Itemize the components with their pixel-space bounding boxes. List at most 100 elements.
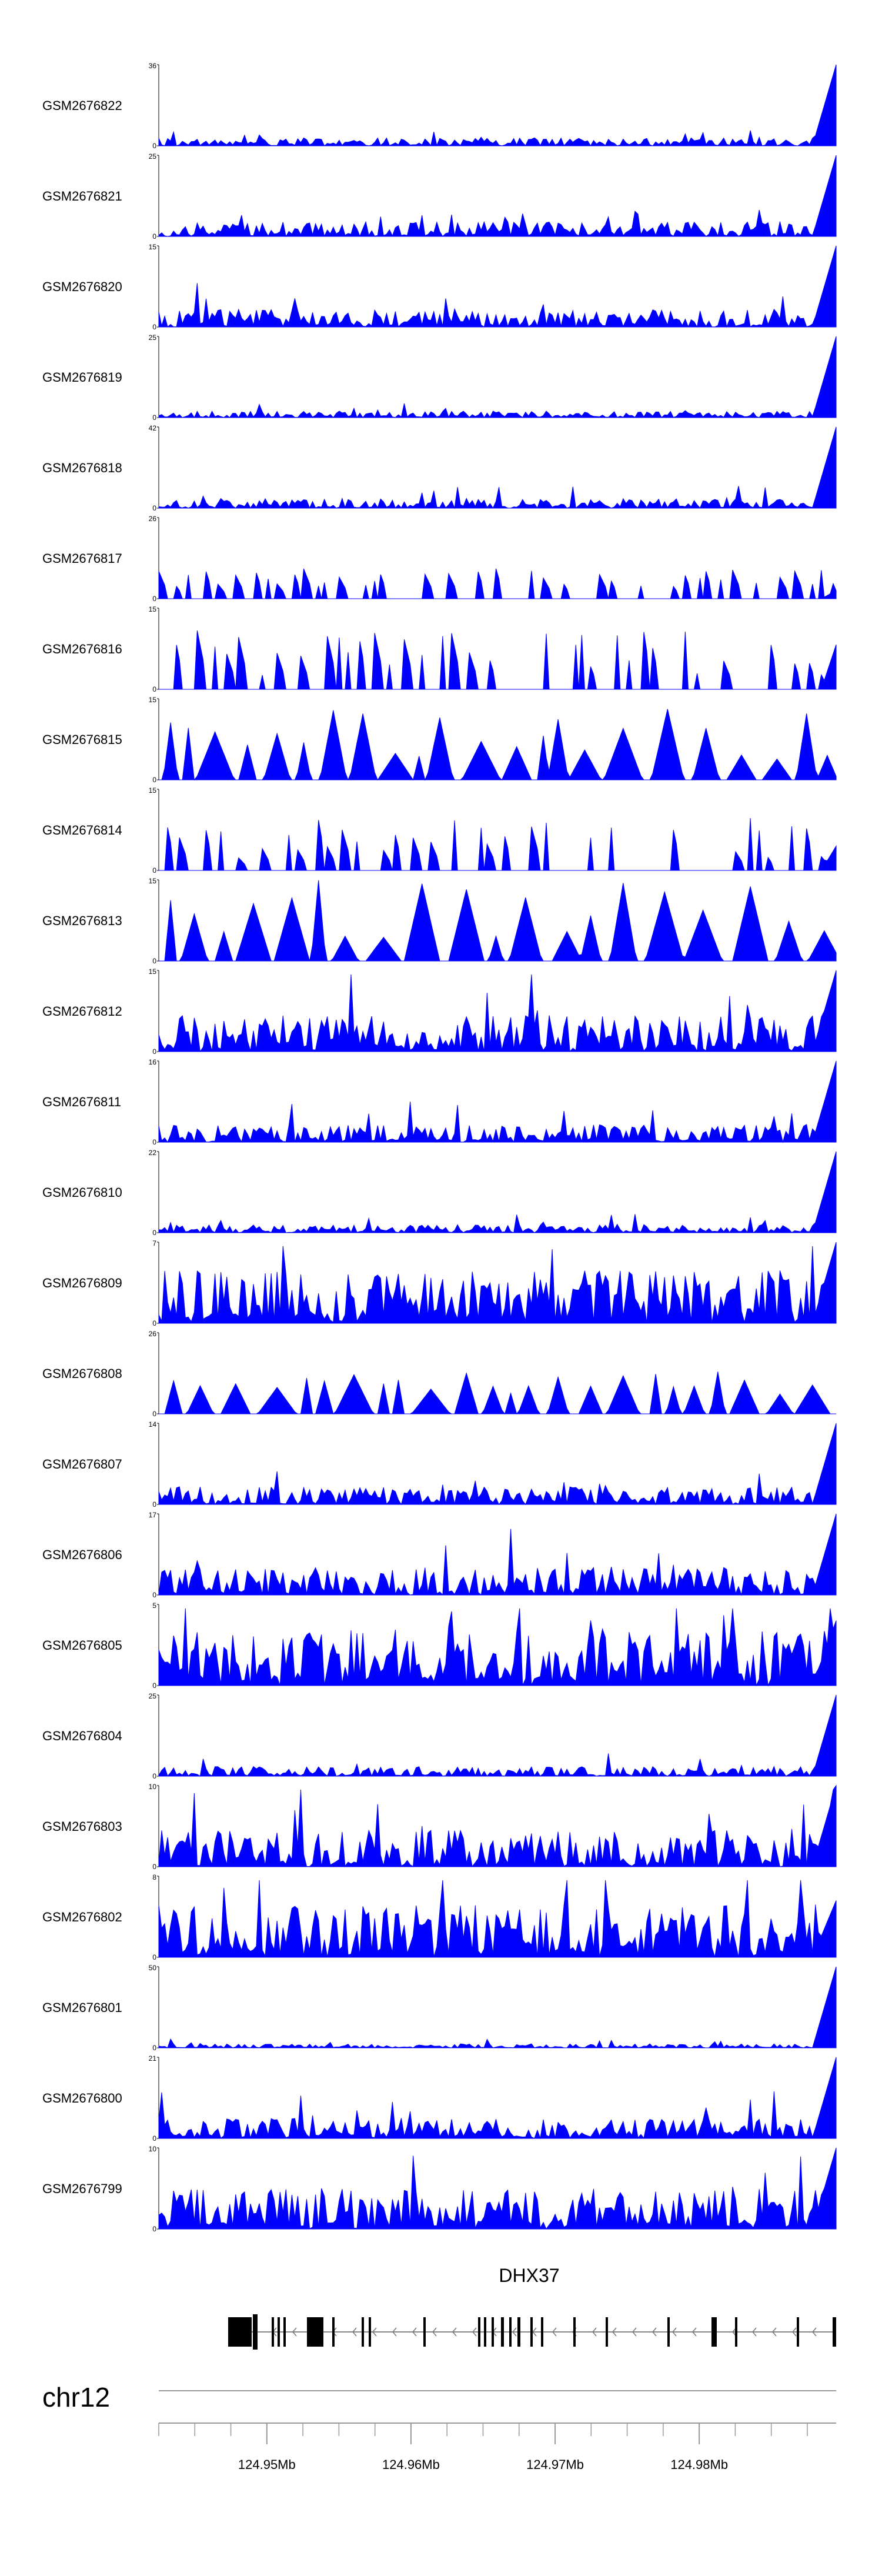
gene-exon <box>478 2317 480 2347</box>
y-axis-min-label: 0 <box>152 2134 156 2143</box>
strand-arrow <box>472 2327 477 2337</box>
scale-tick-label: 124.98Mb <box>670 2457 728 2472</box>
gene-exon <box>362 2317 364 2347</box>
y-axis-min-label: 0 <box>152 2225 156 2233</box>
gene-exon <box>484 2317 486 2347</box>
strand-arrow <box>412 2327 417 2337</box>
strand-arrow <box>652 2327 657 2337</box>
coverage-area <box>158 1060 837 1143</box>
coverage-track: GSM2676803 10 0 <box>42 1783 837 1871</box>
coverage-area <box>159 1372 836 1415</box>
track-sample-label: GSM2676809 <box>42 1276 122 1290</box>
y-axis-max-label: 15 <box>149 877 157 885</box>
coverage-track: GSM2676812 15 0 <box>42 967 837 1056</box>
strand-arrow <box>632 2327 637 2337</box>
coverage-area <box>159 630 837 690</box>
scale-tick-label: 124.95Mb <box>238 2457 296 2472</box>
coverage-area <box>158 336 837 419</box>
gene-exon <box>573 2317 576 2347</box>
track-sample-label: GSM2676802 <box>42 1910 122 1924</box>
coverage-track: GSM2676809 7 0 <box>42 1239 837 1327</box>
y-axis-min-label: 0 <box>152 504 156 512</box>
coverage-area <box>158 1151 837 1233</box>
coverage-area <box>158 64 837 146</box>
gene-exon <box>606 2317 608 2347</box>
strand-arrow <box>392 2327 397 2337</box>
coverage-track: GSM2676799 10 0 <box>42 2145 837 2233</box>
y-axis-min-label: 0 <box>152 1138 156 1146</box>
y-axis-max-label: 22 <box>149 1149 157 1157</box>
coverage-area <box>158 426 837 509</box>
y-axis-max-label: 15 <box>149 786 157 795</box>
coverage-area <box>159 818 837 871</box>
y-axis-max-label: 16 <box>149 1058 157 1066</box>
y-axis-max-label: 15 <box>149 696 157 704</box>
track-sample-label: GSM2676815 <box>42 732 122 747</box>
coverage-track: GSM2676821 25 0 <box>42 152 837 241</box>
gene-exon <box>492 2317 494 2347</box>
y-axis-min-label: 0 <box>152 957 156 965</box>
gene-exon <box>501 2317 504 2347</box>
coverage-area <box>158 1513 837 1596</box>
track-sample-label: GSM2676819 <box>42 370 122 385</box>
strand-arrow <box>552 2327 557 2337</box>
coverage-area <box>158 1608 837 1687</box>
coverage-area <box>158 1242 837 1324</box>
coverage-track: GSM2676805 5 0 <box>42 1601 837 1690</box>
gene-exon <box>530 2317 533 2347</box>
gene-exon <box>228 2317 252 2347</box>
gene-exon <box>307 2317 323 2347</box>
track-sample-label: GSM2676808 <box>42 1366 122 1381</box>
y-axis-max-label: 10 <box>149 1783 157 1791</box>
coverage-track: GSM2676817 26 0 <box>42 515 837 603</box>
y-axis-min-label: 0 <box>152 1047 156 1056</box>
track-sample-label: GSM2676800 <box>42 2091 122 2105</box>
y-axis-min-label: 0 <box>152 142 156 150</box>
strand-arrow <box>792 2327 797 2337</box>
strand-arrow <box>372 2327 377 2337</box>
genome-axis-track: chr12 124.95Mb 124.96Mb 124.97Mb 124.98Mb <box>42 2382 836 2472</box>
y-axis-max-label: 7 <box>152 1239 156 1247</box>
track-sample-label: GSM2676799 <box>42 2181 122 2196</box>
gene-exon <box>278 2317 280 2347</box>
track-sample-label: GSM2676804 <box>42 1729 122 1743</box>
gene-exon <box>272 2317 274 2347</box>
y-axis-max-label: 17 <box>149 1511 157 1519</box>
strand-arrow <box>812 2327 817 2337</box>
track-sample-label: GSM2676822 <box>42 98 122 113</box>
chromosome-label: chr12 <box>42 2382 110 2413</box>
coverage-area <box>158 1966 837 2048</box>
y-axis-min-label: 0 <box>152 413 156 422</box>
coverage-track: GSM2676806 17 0 <box>42 1511 837 1599</box>
strand-arrow <box>612 2327 617 2337</box>
strand-arrow <box>692 2327 697 2337</box>
y-axis-min-label: 0 <box>152 685 156 693</box>
y-axis-max-label: 5 <box>152 1601 156 1610</box>
y-axis-min-label: 0 <box>152 2044 156 2052</box>
y-axis-min-label: 0 <box>152 776 156 784</box>
track-sample-label: GSM2676817 <box>42 551 122 566</box>
gene-exon <box>423 2317 426 2347</box>
gene-name-label: DHX37 <box>499 2265 559 2286</box>
track-sample-label: GSM2676810 <box>42 1185 122 1200</box>
y-axis-min-label: 0 <box>152 323 156 331</box>
y-axis-max-label: 25 <box>149 333 157 342</box>
gene-exon <box>541 2317 543 2347</box>
scale-tick-label: 124.97Mb <box>526 2457 584 2472</box>
y-axis-max-label: 21 <box>149 2054 157 2063</box>
coverage-track: GSM2676804 25 0 <box>42 1692 837 1780</box>
gene-exon <box>253 2314 258 2350</box>
y-axis-min-label: 0 <box>152 1953 156 1961</box>
coverage-track: GSM2676800 21 0 <box>42 2054 837 2143</box>
coverage-area <box>158 568 837 599</box>
strand-arrow <box>672 2327 677 2337</box>
coverage-area <box>158 2057 837 2140</box>
gene-exon <box>517 2317 520 2347</box>
gene-exon <box>369 2317 371 2347</box>
gene-exon <box>797 2317 799 2347</box>
track-sample-label: GSM2676813 <box>42 913 122 928</box>
y-axis-min-label: 0 <box>152 1229 156 1237</box>
strand-arrow <box>752 2327 757 2337</box>
y-axis-min-label: 0 <box>152 1591 156 1599</box>
